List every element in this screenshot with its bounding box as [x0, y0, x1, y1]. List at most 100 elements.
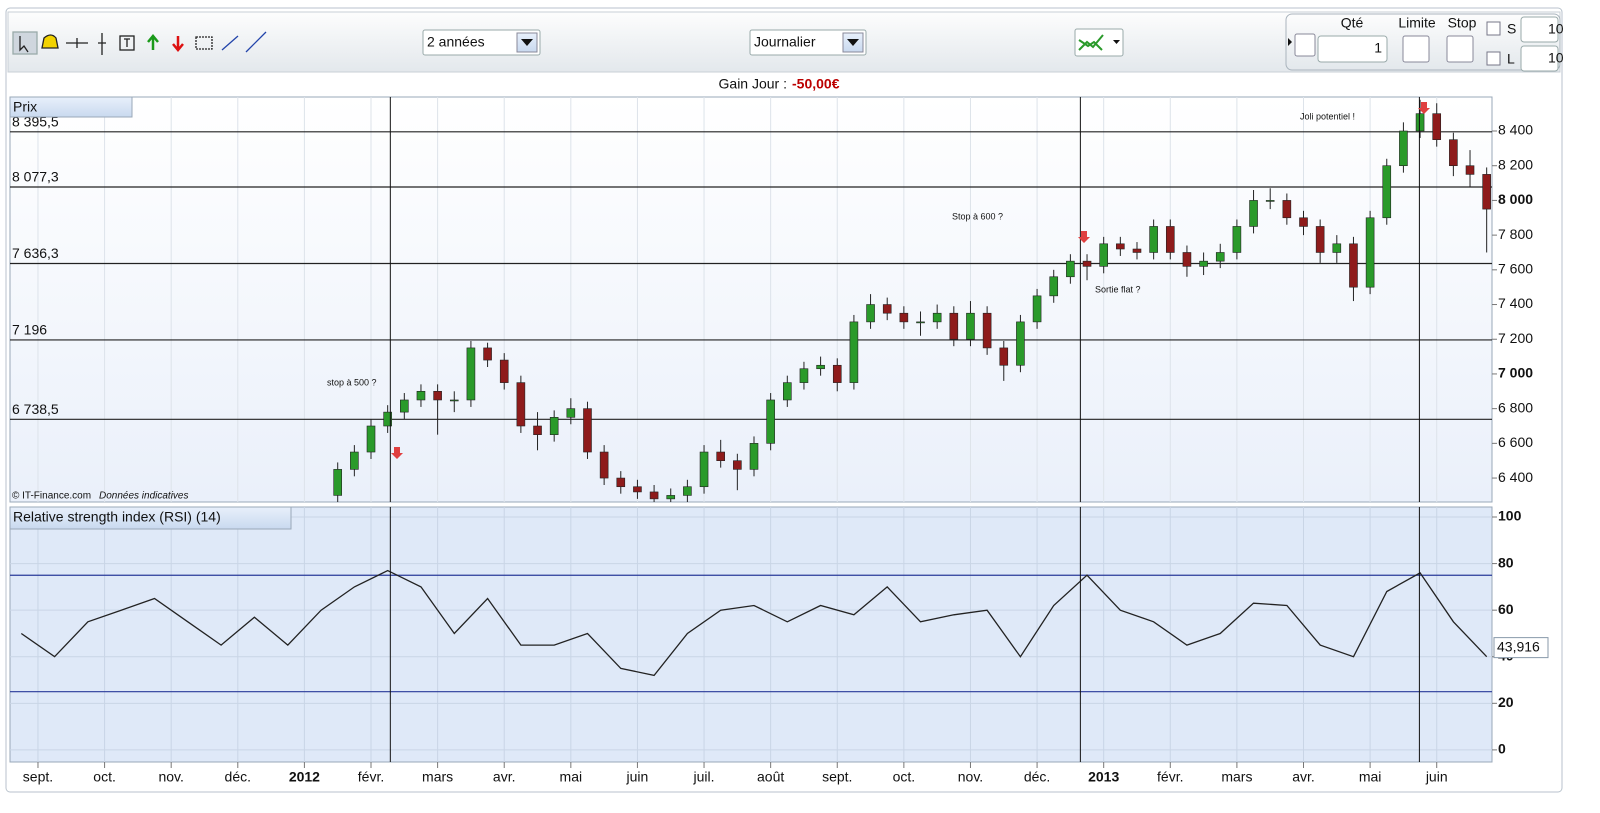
candle-body — [1066, 260, 1075, 278]
candle-body — [533, 425, 542, 435]
candle-body — [583, 408, 592, 453]
candle-body — [1215, 252, 1225, 262]
y-tick-label: 7 600 — [1498, 261, 1533, 277]
last-value-box — [1493, 637, 1549, 659]
s-label: S — [1507, 21, 1516, 37]
chart-type-button[interactable] — [1074, 28, 1124, 57]
candle-body — [1415, 113, 1425, 132]
candle-body — [449, 399, 459, 402]
y-tick-label: 6 800 — [1498, 399, 1533, 415]
interval-select[interactable] — [749, 29, 867, 56]
stop-label: Stop — [1448, 15, 1477, 31]
level-label: 6 738,5 — [12, 401, 59, 417]
candle-body — [416, 390, 426, 401]
y-tick-label: 6 400 — [1498, 469, 1533, 485]
candle-body — [400, 399, 409, 413]
annotation: Joli potentiel ! — [1300, 111, 1355, 121]
candle-body — [733, 460, 742, 470]
candle-body — [1365, 217, 1375, 288]
candle-body — [383, 411, 392, 427]
price-pane-header — [9, 96, 133, 118]
candle-body — [982, 312, 992, 349]
x-tick-label: mai — [1359, 769, 1382, 785]
candle-body — [466, 347, 476, 401]
x-tick-label: avr. — [1292, 769, 1315, 785]
candle-body — [1399, 130, 1408, 167]
price-pane — [9, 96, 1493, 503]
candle-body — [1082, 260, 1092, 267]
period-value: 2 années — [427, 34, 485, 50]
candle-body — [799, 368, 809, 383]
s-value: 10 — [1548, 21, 1564, 37]
x-tick-label: sept. — [822, 769, 852, 785]
gain-label: Gain Jour : — [719, 76, 787, 92]
signal-arrow — [1418, 102, 1430, 114]
dropdown-arrow — [847, 39, 859, 46]
rsi-pane-header — [9, 506, 292, 530]
x-tick-label: 2013 — [1088, 769, 1119, 785]
candle-body — [1149, 226, 1158, 253]
candle-body — [683, 486, 692, 496]
y-tick-label: 100 — [1498, 508, 1522, 524]
period-select[interactable] — [422, 29, 541, 56]
candle-body — [1165, 226, 1175, 253]
source: © IT-Finance.com — [12, 491, 91, 502]
y-tick-label: 8 200 — [1498, 156, 1533, 172]
qty-input[interactable] — [1317, 35, 1388, 63]
candle-body — [1482, 174, 1491, 210]
x-tick-label: avr. — [493, 769, 516, 785]
x-tick-label: oct. — [893, 769, 916, 785]
candle-body — [949, 312, 959, 340]
y-tick-label: 7 200 — [1498, 330, 1533, 346]
y-tick-label: 6 600 — [1498, 434, 1533, 450]
s-input[interactable] — [1520, 16, 1559, 43]
panel-arrow — [1288, 38, 1292, 46]
candle-body — [366, 425, 376, 453]
rsi-pane-title: Relative strength index (RSI) (14) — [13, 509, 221, 525]
signal-arrow — [1078, 231, 1090, 243]
candle-body — [849, 321, 859, 383]
y-tick-label: 0 — [1498, 741, 1506, 757]
x-tick-label: août — [757, 769, 784, 785]
candle-body — [1249, 200, 1258, 227]
candle-body — [499, 359, 509, 383]
candle-body — [1016, 321, 1025, 366]
l-input[interactable] — [1520, 45, 1559, 72]
candle-body — [966, 312, 975, 340]
candle-body — [433, 390, 442, 401]
x-tick-label: mai — [560, 769, 583, 785]
candle-body — [749, 443, 759, 470]
y-tick-label: 20 — [1498, 694, 1514, 710]
chart-type-icon — [1078, 34, 1104, 51]
candle-body — [932, 312, 942, 323]
qty-label: Qté — [1341, 15, 1364, 31]
candle-body — [899, 312, 909, 323]
candle-body — [1099, 243, 1108, 267]
candle-body — [1116, 243, 1125, 250]
y-tick-label: 7 000 — [1498, 365, 1533, 381]
candle-body — [599, 451, 609, 479]
stop-button[interactable] — [1446, 35, 1474, 63]
candle-body — [1132, 248, 1142, 253]
candle-body — [716, 451, 725, 462]
candle-body — [999, 347, 1009, 366]
candle-body — [633, 486, 642, 493]
candle-body — [566, 408, 576, 418]
limit-button[interactable] — [1402, 35, 1430, 63]
settings-button[interactable] — [1294, 33, 1316, 57]
candle-body — [766, 399, 775, 444]
x-tick-label: févr. — [358, 769, 384, 785]
candle-body — [1315, 226, 1325, 253]
checkbox-l[interactable] — [1486, 51, 1501, 66]
rsi-pane — [9, 506, 1493, 763]
interval-value: Journalier — [754, 34, 816, 50]
candle-body — [699, 451, 709, 488]
y-tick-label: 7 400 — [1498, 295, 1533, 311]
tool-icons — [12, 31, 267, 55]
candle-body — [333, 469, 343, 496]
candle-body — [816, 364, 825, 370]
l-value: 10 — [1548, 50, 1564, 66]
x-tick-label: févr. — [1157, 769, 1183, 785]
checkbox-s[interactable] — [1486, 21, 1501, 36]
candle-body — [1432, 113, 1442, 140]
